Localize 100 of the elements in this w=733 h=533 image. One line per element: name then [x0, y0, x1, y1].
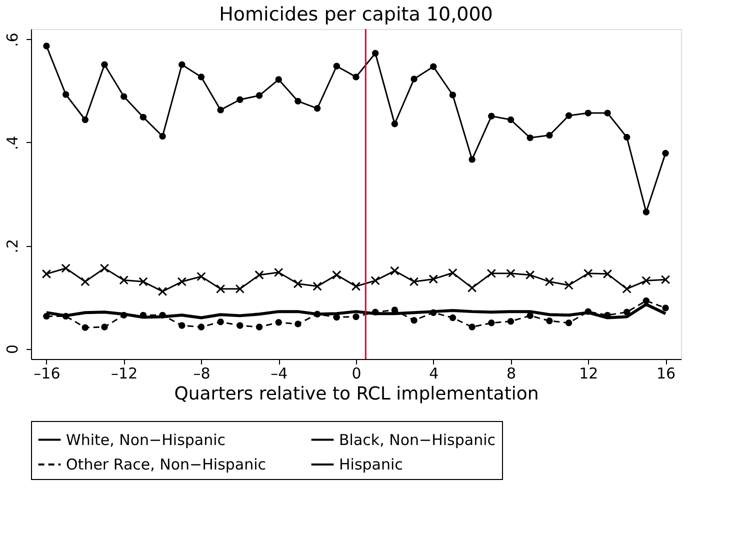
point — [507, 116, 514, 124]
point — [177, 277, 187, 286]
point — [507, 318, 514, 325]
point — [449, 314, 456, 322]
y-tick-label: 0 — [4, 344, 22, 354]
point — [526, 134, 534, 142]
point — [602, 269, 612, 279]
point — [138, 277, 148, 286]
point — [604, 110, 611, 116]
point — [314, 310, 321, 318]
point — [467, 283, 477, 292]
point — [275, 319, 282, 326]
point — [82, 116, 89, 124]
point — [622, 284, 632, 294]
point — [274, 268, 284, 277]
point — [391, 120, 398, 128]
point — [43, 312, 50, 320]
x-tick-label: 12 — [579, 364, 598, 382]
point — [61, 264, 70, 273]
point — [275, 76, 282, 83]
point — [43, 42, 50, 50]
point — [506, 268, 516, 278]
point — [546, 132, 553, 139]
point — [294, 98, 302, 105]
point — [565, 112, 572, 119]
point — [119, 275, 128, 285]
point — [236, 96, 244, 103]
legend-label: White, Non−Hispanic — [66, 430, 226, 449]
x-tick-label: –12 — [111, 364, 138, 382]
point — [333, 314, 340, 321]
point — [178, 61, 186, 68]
point — [314, 105, 321, 112]
point — [235, 284, 245, 294]
point — [430, 63, 437, 70]
point — [526, 312, 534, 320]
y-tick-label: .2 — [4, 238, 22, 254]
point — [333, 62, 340, 70]
point — [662, 150, 669, 157]
point — [623, 308, 630, 316]
point — [217, 106, 224, 114]
point — [660, 274, 670, 284]
point — [140, 114, 147, 121]
point — [391, 306, 398, 314]
point — [352, 313, 360, 320]
point — [351, 282, 361, 291]
point — [196, 272, 206, 282]
point — [236, 322, 244, 329]
y-tick-label: .6 — [4, 32, 22, 47]
point — [584, 308, 592, 315]
point — [159, 312, 166, 319]
point — [390, 266, 400, 276]
point — [198, 324, 205, 330]
point — [642, 276, 651, 286]
point — [525, 270, 535, 280]
point — [294, 320, 302, 328]
point — [488, 320, 495, 326]
point — [158, 286, 168, 296]
x-tick-label: 8 — [506, 364, 516, 382]
point — [546, 317, 553, 324]
point — [62, 91, 70, 98]
point — [488, 112, 495, 120]
point — [101, 61, 108, 68]
point — [584, 110, 592, 116]
point — [410, 76, 418, 82]
point — [468, 156, 476, 163]
point — [312, 282, 322, 291]
point — [159, 132, 166, 140]
point — [544, 277, 554, 286]
x-tick-label: 4 — [429, 364, 439, 382]
point — [468, 324, 476, 330]
point — [372, 308, 379, 316]
point — [662, 304, 669, 312]
point — [584, 268, 593, 278]
point — [254, 270, 264, 280]
legend-label: Black, Non−Hispanic — [339, 430, 496, 449]
point — [372, 50, 379, 57]
chart-title: Homicides per capita 10,000 — [219, 3, 493, 26]
point — [430, 309, 437, 316]
point — [332, 270, 342, 280]
point — [42, 269, 52, 279]
point — [564, 280, 574, 290]
point — [370, 276, 380, 286]
point — [428, 274, 438, 284]
point — [448, 268, 458, 278]
point — [642, 208, 650, 216]
point — [217, 318, 224, 326]
x-tick-label: –4 — [270, 364, 288, 382]
point — [80, 277, 90, 286]
x-tick-label: 16 — [656, 364, 676, 382]
point — [409, 277, 419, 286]
point — [120, 312, 128, 319]
point — [120, 93, 128, 100]
point — [449, 92, 456, 98]
point — [565, 320, 572, 326]
point — [216, 284, 226, 294]
x-tick-label: –8 — [193, 364, 210, 382]
point — [410, 316, 418, 324]
point — [352, 74, 360, 80]
legend-label: Other Race, Non−Hispanic — [66, 456, 266, 474]
point — [293, 279, 303, 288]
